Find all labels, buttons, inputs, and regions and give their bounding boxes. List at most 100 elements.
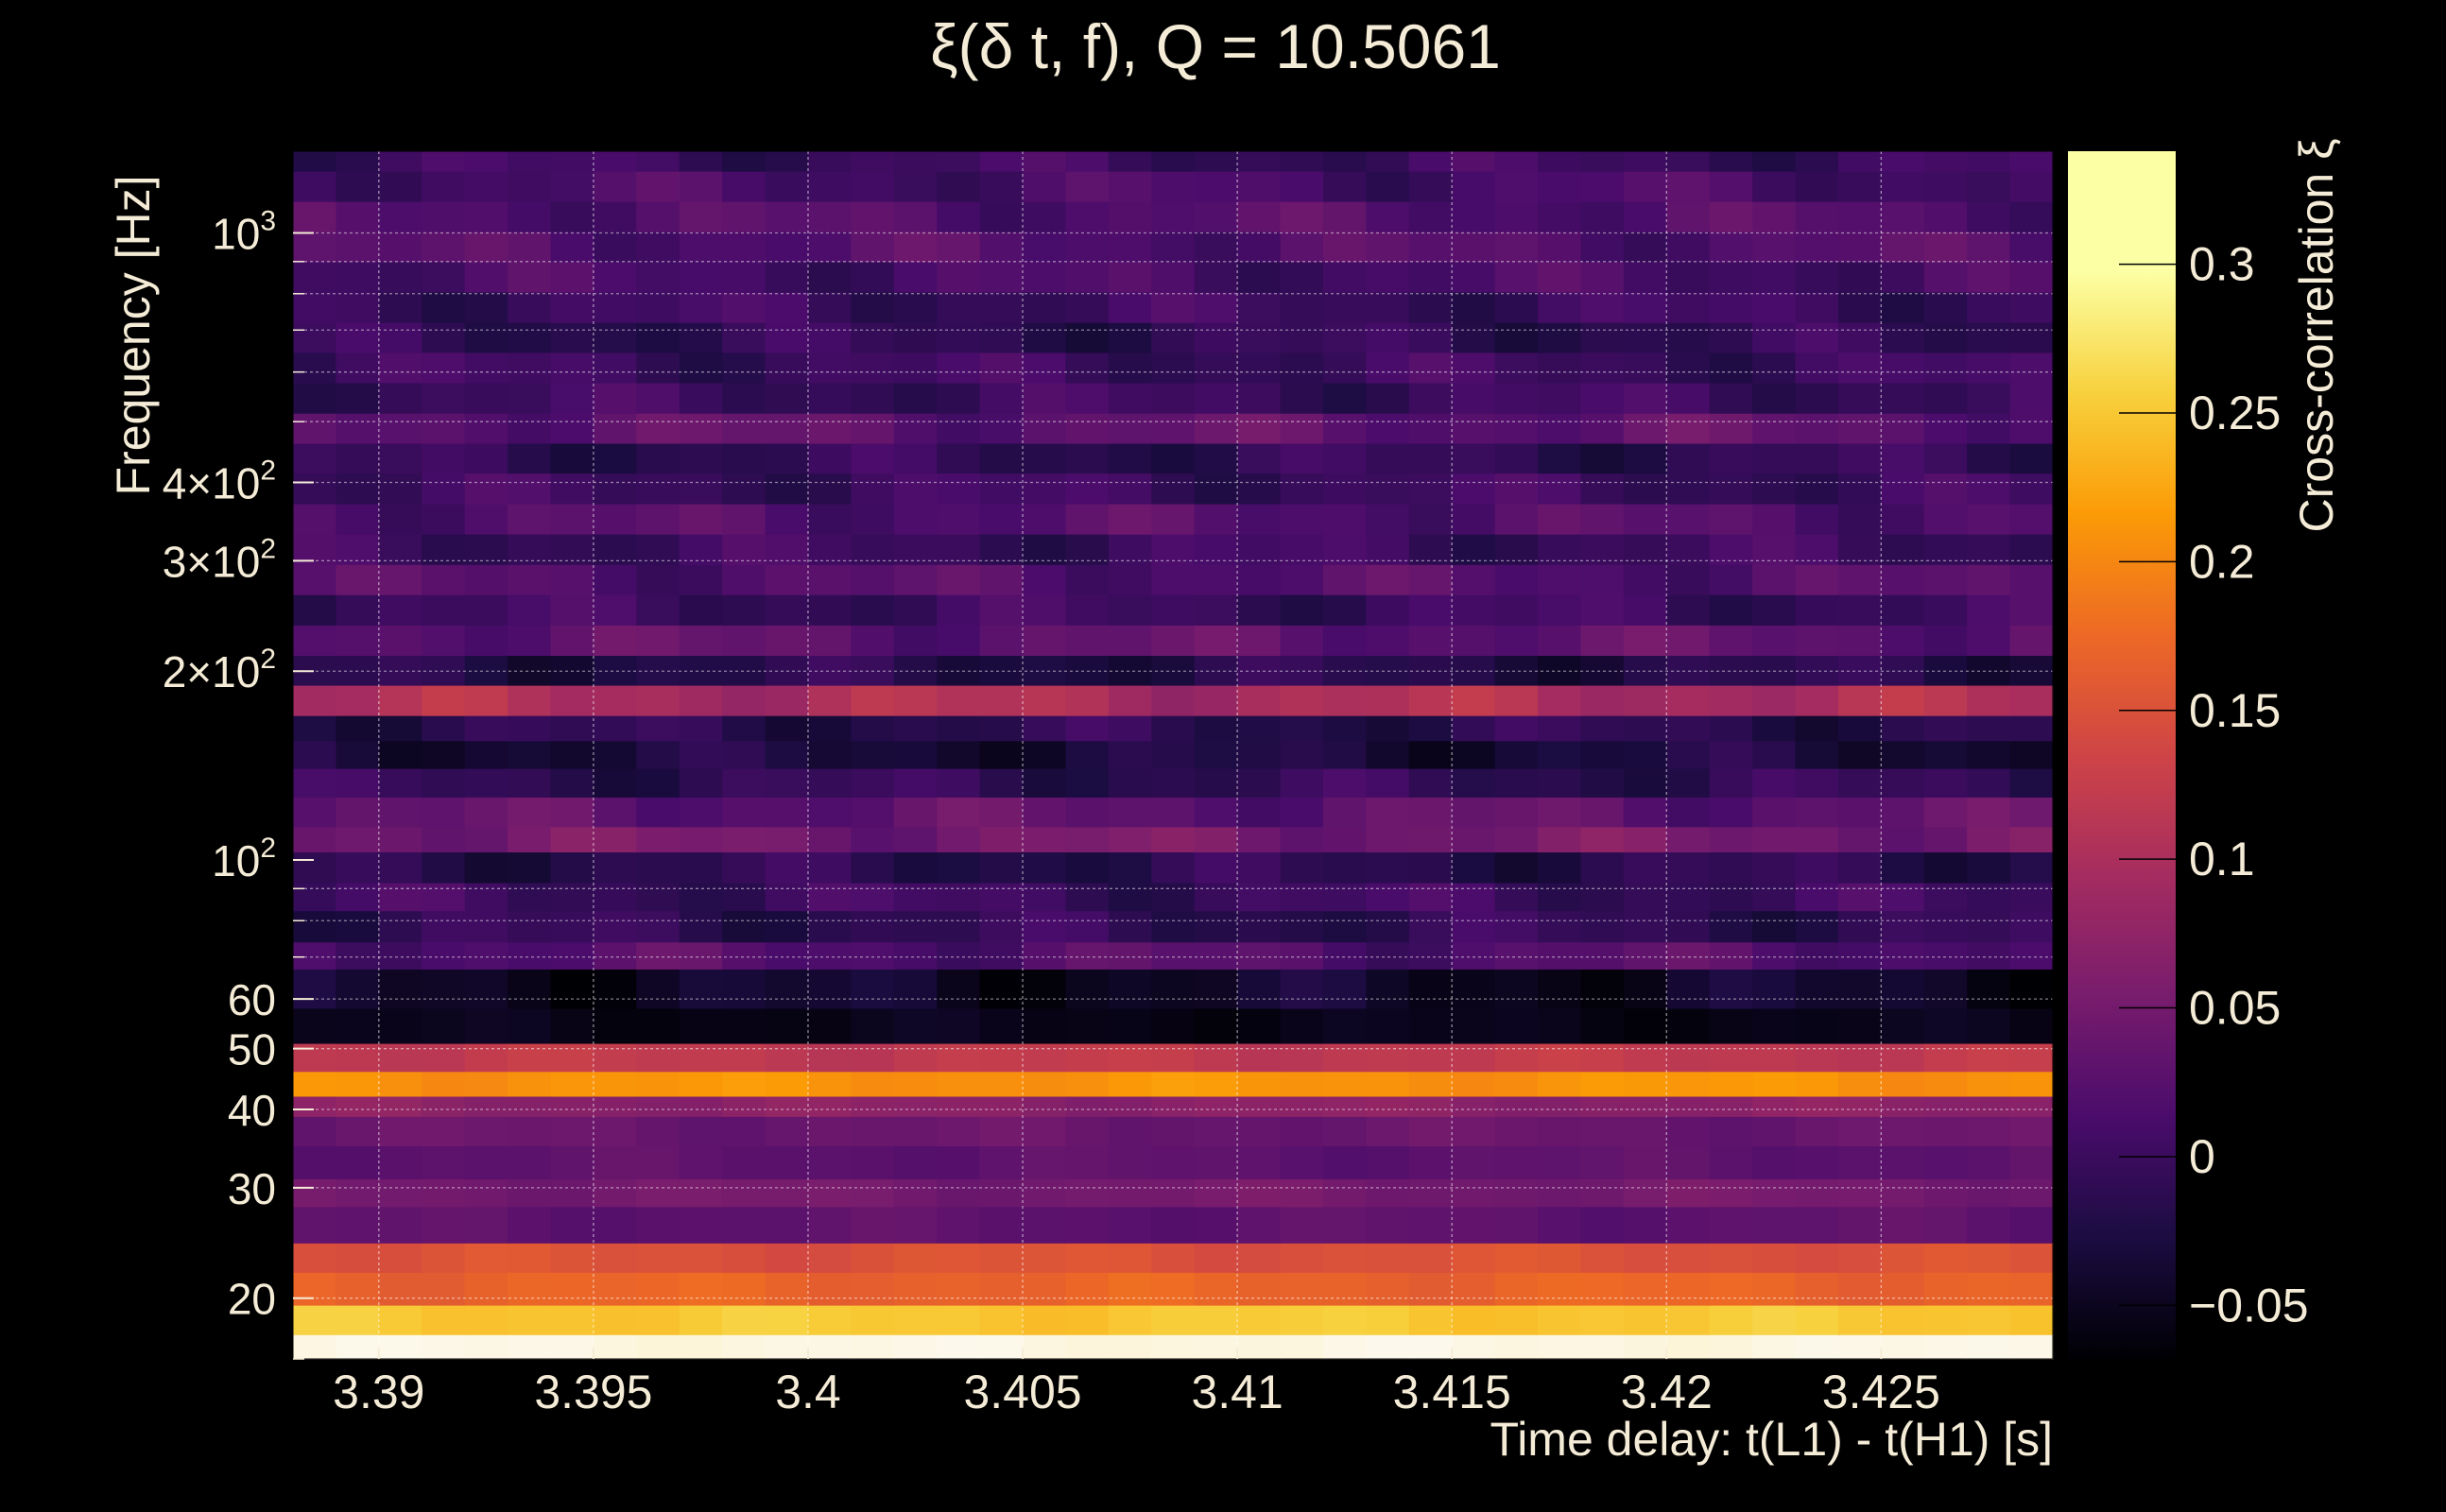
heatmap-cell — [1580, 1095, 1625, 1117]
heatmap-cell — [1408, 768, 1453, 798]
heatmap-cell — [893, 503, 938, 535]
heatmap-cell — [1967, 1042, 2011, 1073]
heatmap-cell — [1065, 826, 1110, 853]
heatmap-cell — [1881, 472, 1925, 505]
heatmap-cell — [679, 910, 723, 943]
heatmap-cell — [1237, 534, 1282, 565]
heatmap-cell — [979, 851, 1024, 884]
heatmap-cell — [464, 1042, 508, 1073]
heatmap-cell — [293, 594, 337, 626]
heatmap-cell — [1194, 797, 1238, 828]
heatmap-cell — [937, 232, 981, 263]
heatmap-cell — [1967, 715, 2011, 742]
heatmap-cell — [1795, 232, 1839, 263]
heatmap-cell — [636, 201, 680, 232]
heatmap-cell — [464, 534, 508, 565]
heatmap-cell — [937, 171, 981, 202]
heatmap-cell — [1452, 740, 1496, 769]
heatmap-cell — [1923, 685, 1968, 716]
heatmap-cell — [1709, 261, 1753, 293]
heatmap-cell — [422, 534, 466, 565]
heatmap-cell — [1752, 594, 1797, 626]
heatmap-cell — [293, 969, 337, 1009]
heatmap-cell — [851, 1206, 895, 1244]
heatmap-cell — [1194, 534, 1238, 565]
heatmap-cell — [378, 261, 422, 293]
heatmap-cell — [2009, 685, 2054, 716]
y-tick-label: 2×102 — [163, 644, 276, 696]
heatmap-cell — [1366, 1206, 1410, 1244]
heatmap-cell — [1494, 1095, 1539, 1117]
heatmap-cell — [1923, 442, 1968, 474]
heatmap-cell — [1065, 715, 1110, 742]
heatmap-cell — [1967, 685, 2011, 716]
heatmap-cell — [1538, 201, 1582, 232]
heatmap-cell — [1065, 740, 1110, 769]
heatmap-cell — [1837, 472, 1882, 505]
heatmap-cell — [2009, 232, 2054, 263]
heatmap-cell — [1623, 534, 1667, 565]
heatmap-cell — [1065, 151, 1110, 172]
heatmap-cell — [1580, 882, 1625, 912]
heatmap-cell — [293, 352, 337, 384]
heatmap-cell — [807, 291, 852, 323]
heatmap-cell — [1023, 232, 1067, 263]
heatmap-cell — [979, 826, 1024, 853]
heatmap-cell — [1709, 413, 1753, 444]
heatmap-cell — [550, 740, 594, 769]
heatmap-cell — [937, 655, 981, 686]
heatmap-cell — [807, 1272, 852, 1306]
heatmap-cell — [807, 655, 852, 686]
heatmap-cell — [593, 910, 637, 943]
heatmap-cell — [979, 1272, 1024, 1306]
heatmap-cell — [1538, 442, 1582, 474]
heatmap-cell — [1108, 797, 1152, 828]
heatmap-cell — [1151, 910, 1196, 943]
heatmap-cell — [2009, 1007, 2054, 1044]
heatmap-cell — [422, 594, 466, 626]
heatmap-cell — [1666, 969, 1711, 1009]
heatmap-cell — [1065, 625, 1110, 657]
heatmap-cell — [336, 797, 380, 828]
heatmap-cell — [1366, 1145, 1410, 1180]
heatmap-cell — [851, 261, 895, 293]
heatmap-cell — [979, 413, 1024, 444]
heatmap-cell — [1967, 882, 2011, 912]
heatmap-cell — [1023, 969, 1067, 1009]
heatmap-cell — [550, 1116, 594, 1147]
heatmap-cell — [1023, 472, 1067, 505]
heatmap-cell — [807, 352, 852, 384]
heatmap-cell — [1151, 382, 1196, 414]
heatmap-cell — [937, 413, 981, 444]
heatmap-cell — [1666, 882, 1711, 912]
heatmap-cell — [378, 882, 422, 912]
heatmap-cell — [508, 826, 552, 853]
heatmap-cell — [336, 1007, 380, 1044]
heatmap-cell — [1967, 1116, 2011, 1147]
heatmap-cell — [1237, 882, 1282, 912]
heatmap-cell — [893, 685, 938, 716]
heatmap-cell — [1280, 1178, 1324, 1208]
heatmap-cell — [593, 472, 637, 505]
heatmap-cell — [1923, 261, 1968, 293]
heatmap-cell — [1494, 1243, 1539, 1273]
heatmap-cell — [1494, 1007, 1539, 1044]
heatmap-cell — [1237, 1007, 1282, 1044]
heatmap-cell — [1837, 1305, 1882, 1335]
heatmap-cell — [1881, 826, 1925, 853]
heatmap-cell — [722, 503, 767, 535]
heatmap-cell — [1923, 797, 1968, 828]
heatmap-cell — [508, 969, 552, 1009]
heatmap-cell — [937, 1071, 981, 1097]
heatmap-cell — [679, 1145, 723, 1180]
heatmap-cell — [679, 201, 723, 232]
heatmap-cell — [2009, 472, 2054, 505]
heatmap-cell — [336, 201, 380, 232]
heatmap-cell — [1366, 969, 1410, 1009]
heatmap-cell — [1023, 1178, 1067, 1208]
heatmap-cell — [722, 1272, 767, 1306]
heatmap-cell — [378, 564, 422, 595]
heatmap-cell — [1709, 1145, 1753, 1180]
